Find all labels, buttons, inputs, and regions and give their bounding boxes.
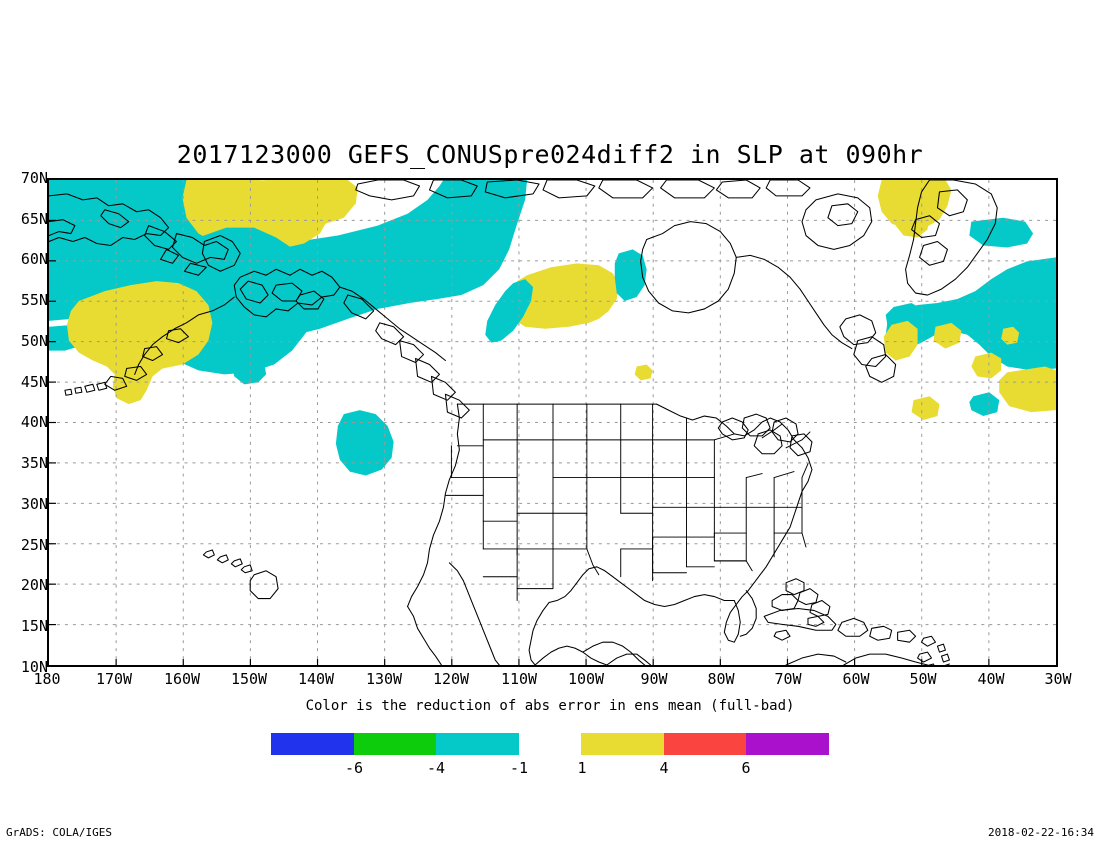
contour-fill-layer <box>49 180 1056 476</box>
y-axis-label: 60N <box>20 250 48 268</box>
y-axis-label: 45N <box>20 373 48 391</box>
x-axis-label: 130W <box>365 670 403 688</box>
contour-region-yellow <box>66 281 213 405</box>
colorbar-positive: 1 4 6 <box>577 733 829 777</box>
x-axis-label: 120W <box>432 670 470 688</box>
x-axis-label: 30W <box>1044 670 1072 688</box>
map-canvas <box>49 180 1056 665</box>
y-axis-label: 25N <box>20 536 48 554</box>
coastline-layer <box>49 180 998 665</box>
footer-credit: GrADS: COLA/IGES <box>6 826 112 839</box>
contour-region-cyan <box>614 249 647 302</box>
colorbar-tick: -6 <box>344 759 364 777</box>
plot-caption: Color is the reduction of abs error in e… <box>305 698 795 714</box>
x-axis-label: 140W <box>297 670 335 688</box>
contour-region-cyan <box>969 217 1034 248</box>
gridlines <box>49 180 1056 665</box>
y-axis-label: 20N <box>20 576 48 594</box>
colorbar-swatch-yellow <box>581 733 664 755</box>
contour-region-yellow <box>895 205 930 238</box>
contour-region-yellow <box>999 366 1056 413</box>
contour-region-yellow <box>971 352 1002 379</box>
colorbar-tick: -4 <box>426 759 446 777</box>
colorbar-tick: 1 <box>577 759 587 777</box>
contour-region-cyan <box>969 392 1000 417</box>
contour-region-cyan <box>232 356 267 385</box>
contour-region-yellow <box>877 180 952 230</box>
colorbar-tick: 6 <box>741 759 751 777</box>
y-axis-label: 10N <box>20 658 48 676</box>
contour-region-yellow <box>1001 326 1020 345</box>
x-axis-label: 50W <box>909 670 937 688</box>
colorbar-swatch-purple <box>746 733 829 755</box>
contour-region-cyan <box>485 279 534 343</box>
colorbar-swatch-blue <box>271 733 354 755</box>
y-axis-label: 30N <box>20 495 48 513</box>
contour-region-yellow <box>224 180 358 226</box>
contour-region-cyan <box>335 410 394 476</box>
x-axis-label: 160W <box>163 670 201 688</box>
colorbar-negative: -6 -4 -1 <box>271 733 528 777</box>
page-title: 2017123000 GEFS_CONUSpre024diff2 in SLP … <box>176 140 924 169</box>
x-axis-label: 80W <box>707 670 735 688</box>
colorbar-tick: -1 <box>509 759 529 777</box>
x-axis-label: 170W <box>95 670 133 688</box>
y-axis-label: 35N <box>20 454 48 472</box>
axis-ticks <box>49 219 990 665</box>
contour-region-yellow <box>507 263 619 329</box>
contour-region-yellow <box>911 396 940 421</box>
x-axis-label: 180 <box>33 670 61 688</box>
contour-region-yellow <box>634 364 653 381</box>
contour-region-yellow <box>883 320 918 361</box>
colorbar-swatch-green <box>354 733 436 755</box>
map-plot-area <box>47 178 1058 667</box>
footer-timestamp: 2018-02-22-16:34 <box>988 826 1094 839</box>
contour-region-yellow <box>933 322 962 349</box>
y-axis-label: 15N <box>20 617 48 635</box>
y-axis-label: 40N <box>20 413 48 431</box>
x-axis-label: 100W <box>567 670 605 688</box>
colorbar-tick: 4 <box>659 759 669 777</box>
y-axis-label: 65N <box>20 210 48 228</box>
x-axis-label: 90W <box>640 670 668 688</box>
y-axis-label: 70N <box>20 169 48 187</box>
y-axis-label: 50N <box>20 332 48 350</box>
x-axis-label: 60W <box>842 670 870 688</box>
y-axis-label: 55N <box>20 291 48 309</box>
colorbar-swatch-red <box>664 733 746 755</box>
x-axis-label: 40W <box>977 670 1005 688</box>
x-axis-label: 70W <box>774 670 802 688</box>
x-axis-label: 110W <box>500 670 538 688</box>
x-axis-label: 150W <box>230 670 268 688</box>
colorbar-swatch-cyan <box>436 733 519 755</box>
